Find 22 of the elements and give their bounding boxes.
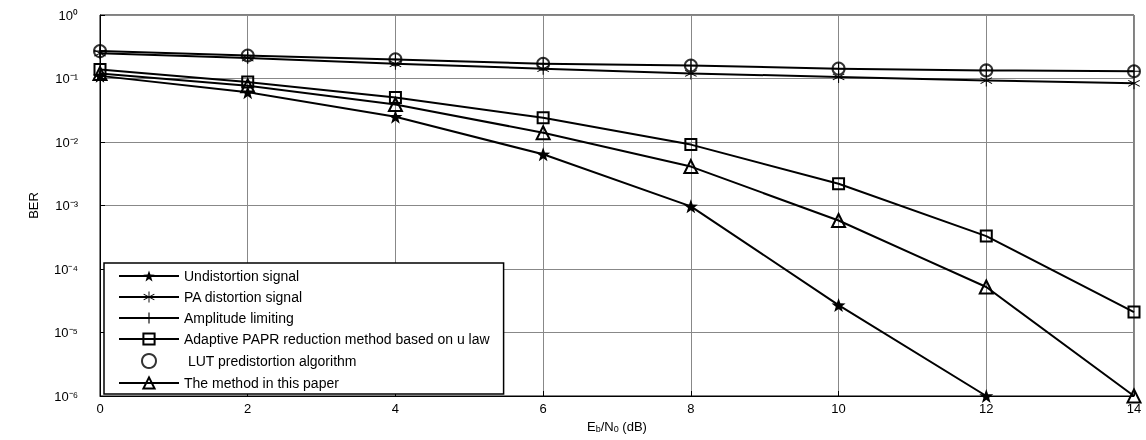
legend-label: LUT predistortion algorithm bbox=[184, 353, 357, 369]
legend-label: Undistortion signal bbox=[184, 268, 300, 284]
x-tick-label: 10 bbox=[831, 401, 846, 416]
legend-label: Amplitude limiting bbox=[184, 310, 294, 326]
x-tick-label: 6 bbox=[539, 401, 547, 416]
y-tick-label: 10⁻⁶ bbox=[54, 388, 78, 404]
y-tick-label: 10⁻² bbox=[55, 134, 79, 150]
legend-label: PA distortion signal bbox=[184, 289, 303, 305]
legend-label: Adaptive PAPR reduction method based on u law bbox=[184, 331, 491, 347]
legend-label: The method in this paper bbox=[184, 375, 340, 391]
y-tick-label: 10⁻¹ bbox=[55, 71, 79, 86]
y-axis-title: BER bbox=[26, 192, 41, 219]
x-tick-label: 14 bbox=[1126, 401, 1142, 416]
x-tick-label: 4 bbox=[391, 401, 400, 416]
y-tick-label: 10⁻⁴ bbox=[53, 261, 78, 277]
y-tick-label: 10⁰ bbox=[58, 7, 78, 23]
x-tick-label: 2 bbox=[244, 401, 252, 416]
y-tick-label: 10⁻³ bbox=[55, 198, 79, 213]
x-tick-label: 12 bbox=[979, 401, 994, 416]
x-tick-label: 0 bbox=[96, 401, 104, 416]
y-tick-label: 10⁻⁵ bbox=[54, 325, 78, 340]
x-tick-label: 8 bbox=[687, 401, 695, 416]
